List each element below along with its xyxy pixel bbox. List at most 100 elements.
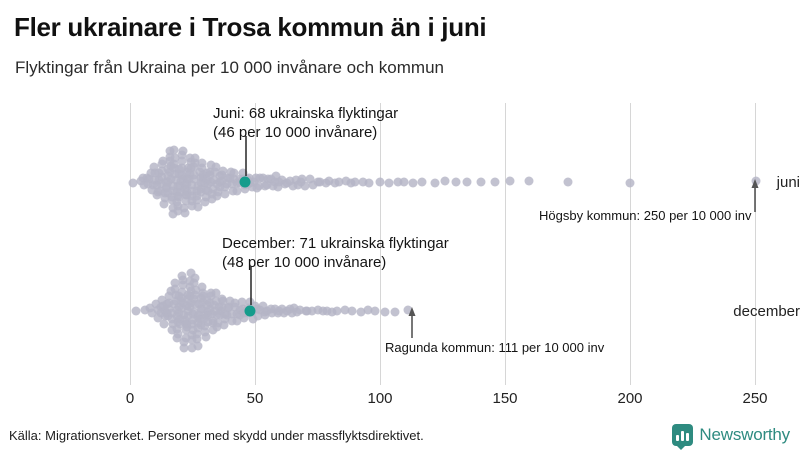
- data-point: [182, 190, 192, 200]
- data-point: [217, 170, 227, 180]
- data-point: [393, 177, 403, 187]
- data-point: [145, 303, 155, 313]
- data-point: [179, 337, 189, 347]
- gridline-150: [505, 103, 506, 385]
- highlight-data-point-juni[interactable]: [239, 176, 251, 188]
- data-point: [175, 319, 185, 329]
- data-point: [178, 146, 188, 156]
- x-tick-label-200: 200: [617, 390, 643, 407]
- data-point: [157, 172, 167, 182]
- data-point: [155, 186, 165, 196]
- data-point: [144, 174, 154, 184]
- data-point: [187, 191, 197, 201]
- data-point: [207, 194, 217, 204]
- data-point: [225, 296, 235, 306]
- data-point: [266, 174, 276, 184]
- data-point: [249, 177, 259, 186]
- data-point: [332, 306, 342, 316]
- data-point: [313, 305, 323, 315]
- data-point: [187, 343, 197, 353]
- data-point: [254, 181, 264, 191]
- data-point: [248, 314, 258, 324]
- data-point: [220, 189, 230, 199]
- data-point: [189, 278, 199, 288]
- data-point: [170, 284, 180, 294]
- data-point: [197, 282, 207, 292]
- data-point: [200, 197, 210, 207]
- data-point: [189, 294, 199, 304]
- data-point: [430, 178, 440, 188]
- data-point: [131, 306, 141, 316]
- data-point: [159, 319, 169, 329]
- data-point: [147, 185, 157, 195]
- data-point: [169, 145, 179, 155]
- data-point: [189, 162, 199, 172]
- data-point: [417, 177, 427, 187]
- data-point: [390, 307, 400, 317]
- gridline-50: [255, 103, 256, 385]
- data-point: [222, 310, 232, 320]
- annotation-juni: Juni: 68 ukrainska flyktingar (46 per 10…: [213, 104, 398, 142]
- data-point: [174, 308, 184, 318]
- data-point: [289, 303, 299, 313]
- data-point: [177, 156, 187, 166]
- data-point: [384, 178, 394, 188]
- data-point: [192, 195, 202, 205]
- data-point: [167, 325, 177, 335]
- data-point: [308, 180, 318, 190]
- data-point: [193, 202, 203, 212]
- data-point: [370, 306, 380, 316]
- data-point: [291, 175, 301, 185]
- data-point: [239, 313, 249, 323]
- data-point: [170, 278, 180, 288]
- data-point: [128, 178, 138, 188]
- data-point: [190, 158, 200, 167]
- gridline-250: [755, 103, 756, 385]
- data-point: [183, 311, 193, 321]
- data-point: [187, 180, 197, 190]
- data-point: [253, 311, 263, 321]
- data-point: [172, 333, 182, 343]
- data-point: [160, 193, 170, 203]
- data-point: [327, 307, 337, 317]
- data-point: [190, 153, 200, 163]
- data-point: [152, 190, 162, 200]
- chart-title: Fler ukrainare i Trosa kommun än i juni: [14, 12, 487, 42]
- data-point: [224, 302, 234, 312]
- data-point: [147, 308, 157, 318]
- data-point: [300, 181, 310, 191]
- data-point: [399, 177, 409, 187]
- gridline-100: [380, 103, 381, 385]
- data-point: [206, 291, 216, 301]
- data-point: [186, 286, 196, 296]
- data-point: [187, 186, 197, 196]
- data-point: [408, 178, 418, 188]
- data-point: [200, 327, 210, 337]
- bar-chart-icon: [672, 424, 694, 450]
- source-note: Källa: Migrationsverket. Personer med sk…: [9, 428, 424, 443]
- data-point: [169, 163, 179, 173]
- data-point: [305, 174, 315, 184]
- highlight-data-point-december[interactable]: [244, 305, 256, 317]
- data-point: [271, 171, 281, 181]
- gridline-0: [130, 103, 131, 385]
- data-point: [563, 177, 573, 187]
- data-point: [190, 299, 200, 309]
- data-point: [206, 160, 216, 170]
- annotation-hogsby: Högsby kommun: 250 per 10 000 inv: [539, 208, 752, 223]
- data-point: [173, 201, 183, 211]
- data-point: [167, 314, 177, 324]
- data-point: [315, 177, 324, 187]
- data-point: [258, 173, 268, 183]
- data-point: [375, 177, 385, 187]
- data-point: [322, 306, 332, 316]
- newsworthy-logo: Newsworthy: [672, 424, 790, 450]
- data-point: [347, 306, 357, 316]
- data-point: [277, 175, 287, 184]
- data-point: [175, 181, 185, 191]
- chart-subtitle: Flyktingar från Ukraina per 10 000 invån…: [15, 58, 444, 77]
- data-point: [190, 273, 200, 283]
- data-point: [273, 182, 283, 192]
